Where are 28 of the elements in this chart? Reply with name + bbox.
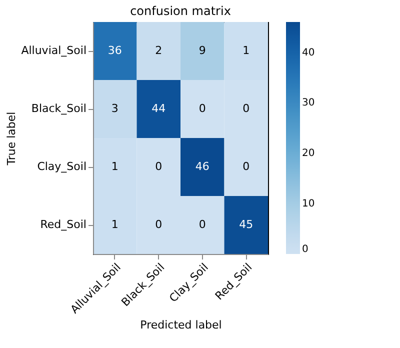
y-tick-label: Clay_Soil bbox=[37, 160, 86, 173]
data-label: 0 bbox=[198, 102, 206, 115]
data-label: 1 bbox=[242, 44, 250, 57]
y-axis-title: True label bbox=[5, 112, 18, 166]
color-bar-label: 0 bbox=[302, 244, 308, 255]
data-label: 44 bbox=[152, 102, 166, 115]
chart-title: confusion matrix bbox=[130, 4, 231, 18]
y-tick-label: Alluvial_Soil bbox=[21, 44, 86, 57]
data-label: 9 bbox=[198, 44, 206, 57]
data-label: 1 bbox=[111, 160, 118, 173]
data-label: 45 bbox=[239, 218, 254, 231]
data-label: 0 bbox=[155, 160, 162, 173]
data-label: 0 bbox=[198, 218, 206, 231]
data-label: 3 bbox=[111, 102, 118, 115]
data-label: 46 bbox=[195, 160, 210, 173]
data-label: 0 bbox=[242, 160, 250, 173]
color-bar-label: 40 bbox=[302, 47, 315, 58]
y-tick-label: Black_Soil bbox=[31, 102, 86, 115]
data-label: 36 bbox=[108, 44, 122, 57]
y-tick-label: Red_Soil bbox=[40, 218, 86, 231]
color-bar-label: 20 bbox=[302, 148, 315, 160]
color-bar-label: 10 bbox=[302, 198, 315, 210]
data-label: 0 bbox=[242, 102, 250, 115]
data-label: 2 bbox=[155, 44, 162, 57]
data-label: 0 bbox=[155, 218, 162, 231]
data-label: 1 bbox=[111, 218, 118, 231]
x-axis-title: Predicted label bbox=[140, 318, 222, 332]
color-bar-label: 30 bbox=[302, 98, 315, 109]
